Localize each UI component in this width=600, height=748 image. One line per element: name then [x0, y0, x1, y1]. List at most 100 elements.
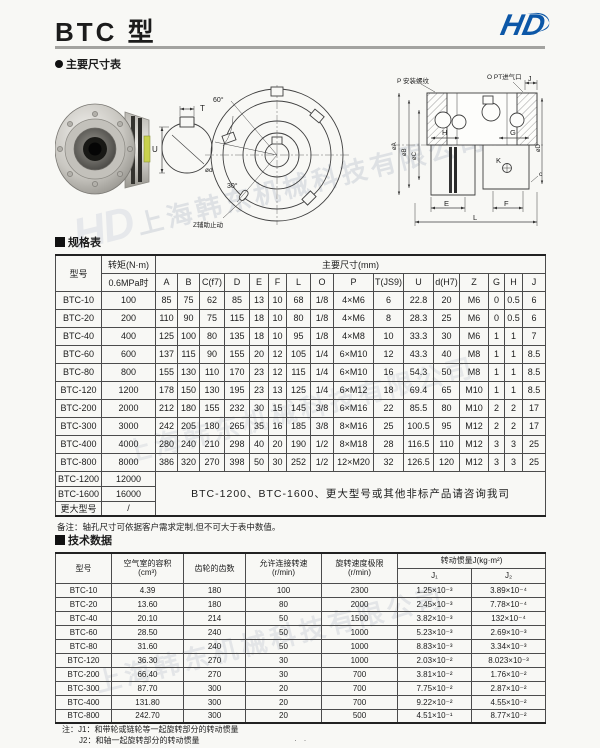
table-cell: 214	[183, 610, 246, 626]
section-dims-label: 主要尺寸表	[66, 59, 121, 71]
table-cell: 180	[199, 416, 225, 436]
table-cell: 212	[155, 398, 178, 418]
table-cell: 85	[224, 290, 250, 310]
table-cell: 4×M8	[333, 326, 374, 346]
table-cell: 4.39	[111, 582, 184, 598]
col-header-F: F	[268, 272, 287, 292]
table-cell: 95	[286, 326, 311, 346]
table-cell: 1	[488, 326, 505, 346]
table-cell: BTC-400	[55, 434, 102, 454]
table-cell: 80	[199, 326, 225, 346]
table-cell: BTC-800	[55, 708, 112, 724]
table-cell: 135	[224, 326, 250, 346]
col-header-T: T(JS9)	[373, 272, 404, 292]
table-cell: 240	[183, 624, 246, 640]
table-cell: M12	[459, 452, 489, 472]
table-cell: M6	[459, 326, 489, 346]
dim-label-G: G	[510, 128, 516, 137]
table-cell: 3.89×10⁻⁴	[471, 582, 546, 598]
table-cell: 54.3	[403, 362, 434, 382]
table-cell: 100	[245, 582, 322, 598]
table-cell: BTC-60	[55, 624, 112, 640]
table-cell: 155	[224, 344, 250, 364]
table-cell: 50	[245, 638, 322, 654]
table-cell: 10	[268, 290, 287, 310]
table-cell: 252	[286, 452, 311, 472]
table-cell: 更大型号	[55, 500, 102, 517]
table-cell: 500	[321, 708, 398, 724]
dim-label-J: J	[528, 76, 532, 83]
table-cell: 31.60	[111, 638, 184, 654]
table-cell: 3	[488, 434, 505, 454]
table-cell: 90	[177, 308, 200, 328]
table-cell: 13	[268, 380, 287, 400]
table-cell: 25	[373, 416, 404, 436]
table-cell: 8.5	[522, 344, 546, 364]
table-cell: 80	[433, 398, 460, 418]
section-square-icon	[55, 535, 65, 545]
table-cell: 75	[177, 290, 200, 310]
dim-label-phiC: øC	[412, 151, 418, 160]
table-cell: 13	[249, 290, 269, 310]
table-cell: 17	[522, 416, 546, 436]
col-header-E: E	[249, 272, 269, 292]
table-row: BTC-300 87.70 300 20 700 7.75×10⁻² 2.87×10⁻²	[55, 680, 546, 696]
table-row: BTC-800 242.70 300 20 500 4.51×10⁻¹ 8.77×10⁻²	[55, 708, 546, 724]
table-cell: BTC-20	[55, 596, 112, 612]
table-cell: 16	[373, 362, 404, 382]
table-cell: BTC-1200	[55, 470, 102, 487]
label-p-thread: P 安装螺纹	[397, 76, 430, 85]
tech-table: 型号 空气室的容积 (cm³) 齿轮的齿数 允许连接转速 (r/min) 旋转速…	[55, 552, 546, 724]
table-cell: 4×M6	[333, 290, 374, 310]
table-cell: BTC-1600	[55, 485, 102, 502]
table-cell: 1/8	[310, 308, 334, 328]
spec-table: 型号 转矩(N·m) 主要尺寸(mm) 0.6MPa时 A B C(f7) D …	[55, 254, 546, 517]
table-cell: 298	[224, 434, 250, 454]
table-cell: 25	[522, 452, 546, 472]
table-cell: 800	[101, 362, 156, 382]
section-tech-title: 技术数据	[55, 532, 112, 548]
section-spec-label: 规格表	[68, 237, 101, 249]
table-cell: 12	[373, 344, 404, 364]
table-cell: 1	[488, 344, 505, 364]
table-cell: 110	[155, 308, 178, 328]
table-cell: 3000	[101, 416, 156, 436]
table-cell: 18	[249, 326, 269, 346]
table-cell: 20	[245, 680, 322, 696]
table-cell: 125	[286, 380, 311, 400]
table-row: 更大型号 /	[55, 500, 546, 517]
table-cell: 8000	[101, 452, 156, 472]
table-cell: 100	[177, 326, 200, 346]
table-cell: 13.60	[111, 596, 184, 612]
table-cell: 15	[268, 398, 287, 418]
table-cell: 50	[433, 362, 460, 382]
table-row: BTC-200 66.40 270 30 700 3.81×10⁻² 1.76×10⁻²	[55, 666, 546, 682]
table-cell: 125	[155, 326, 178, 346]
key-section-view: T U ød	[152, 104, 213, 174]
table-cell: 85	[155, 290, 178, 310]
spec-note: 备注：轴孔尺寸可依据客户需求定制,但不可大于表中数值。	[57, 522, 281, 532]
table-cell: 270	[183, 652, 246, 668]
table-cell: 8×M18	[333, 434, 374, 454]
table-cell: 130	[177, 362, 200, 382]
dim-label-bore: ød	[205, 167, 213, 174]
table-cell: 155	[199, 398, 225, 418]
table-cell: 28.3	[403, 308, 434, 328]
table-cell: 105	[286, 344, 311, 364]
table-row: BTC-10 4.39 180 100 2300 1.25×10⁻³ 3.89×10⁻⁴	[55, 582, 546, 598]
table-cell: 2000	[101, 398, 156, 418]
table-cell: 8×M16	[333, 416, 374, 436]
table-cell: 80	[245, 596, 322, 612]
table-cell: 18	[249, 308, 269, 328]
table-cell: 22.8	[403, 290, 434, 310]
dim-label-phiA: øA	[392, 142, 398, 150]
table-cell: 95	[433, 416, 460, 436]
col-header-G: G	[488, 272, 505, 292]
table-cell: 33.3	[403, 326, 434, 346]
table-cell: 87.70	[111, 680, 184, 696]
table-cell: 2	[488, 416, 505, 436]
table-cell: 20	[433, 290, 460, 310]
table-row: BTC-400 4000 280 240 210 298 40 20 190 1/2 8×M18 28…	[55, 434, 546, 454]
table-cell: 2.69×10⁻³	[471, 624, 546, 640]
table-row: BTC-40 400 125 100 80 135 18 10 95 1/8 4×M8 10 33.3 3…	[55, 326, 546, 346]
